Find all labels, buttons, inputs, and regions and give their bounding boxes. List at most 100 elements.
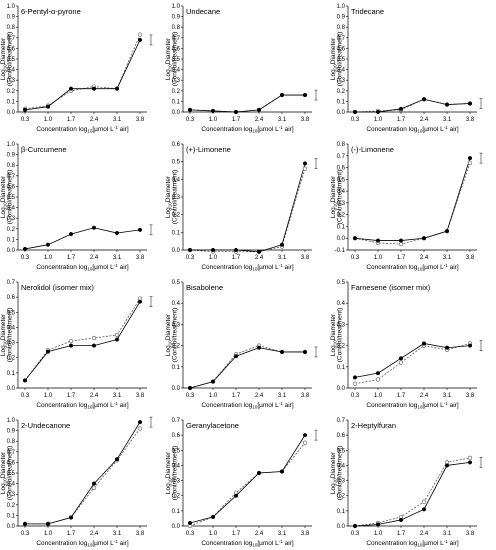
data-point <box>398 360 404 365</box>
data-point <box>256 470 262 476</box>
x-tick-label: 1.7 <box>232 255 241 261</box>
x-tick-label: 0.3 <box>186 117 195 123</box>
data-point <box>398 517 404 522</box>
y-tick-label: 0.2 <box>172 344 181 350</box>
x-tick-label: 0.3 <box>351 255 360 261</box>
x-tick-label: 3.1 <box>113 531 122 537</box>
x-tick-label: 2.4 <box>255 393 264 399</box>
data-point <box>114 457 120 462</box>
x-tick-label: 1.7 <box>67 255 76 261</box>
x-tick-label: 1.7 <box>67 393 76 399</box>
data-point <box>375 522 381 527</box>
data-point <box>187 385 193 391</box>
chart-panel: 0.0 0.1 0.2 0.3 0.4 0.5 0.6 0.7 0.8 0.9 1.0 0.3 1.0 1… <box>0 142 153 272</box>
x-tick-label: 2.4 <box>90 393 99 399</box>
y-tick-label: 0.3 <box>7 216 16 222</box>
x-axis-label: Concentration log10[µmol L-1 air] <box>201 263 293 272</box>
y-tick-label: 0.1 <box>172 99 181 105</box>
x-tick-label: 1.0 <box>374 393 383 399</box>
y-tick-label: 0.5 <box>7 195 16 201</box>
data-point <box>352 523 358 529</box>
axis-lines <box>347 420 477 527</box>
data-point <box>398 356 404 361</box>
data-point <box>467 156 473 161</box>
data-point <box>256 345 262 350</box>
chart-title: 2-Undecanone <box>21 421 70 430</box>
data-point <box>279 349 285 355</box>
y-tick-label: 0.5 <box>172 448 181 454</box>
data-point <box>398 242 404 247</box>
y-tick-label: 0.5 <box>7 57 16 63</box>
y-tick-label: 1.0 <box>7 418 16 424</box>
data-point <box>444 463 450 468</box>
chart-title: Geranylacetone <box>186 421 239 430</box>
y-tick-label: 0.3 <box>337 322 346 328</box>
x-tick-label: 3.1 <box>443 117 452 123</box>
data-point <box>187 107 193 112</box>
y-tick-label: 0.3 <box>337 78 346 84</box>
series-line <box>354 343 471 378</box>
data-point <box>398 106 404 111</box>
data-point <box>421 341 427 346</box>
y-tick-label: 0.8 <box>7 163 16 169</box>
y-tick-label: 0.0 <box>337 386 346 392</box>
y-tick-label: 0.2 <box>337 89 346 95</box>
data-point <box>302 92 308 98</box>
data-point <box>467 343 473 348</box>
y-tick-label: 0.7 <box>7 174 16 180</box>
data-point <box>444 229 450 234</box>
x-tick-label: 2.4 <box>255 531 264 537</box>
data-point <box>210 379 216 384</box>
data-point <box>279 469 285 474</box>
data-point <box>210 108 216 113</box>
y-tick-label: 0.7 <box>337 154 346 160</box>
x-axis-label: Concentration log10[µmol L-1 air] <box>36 401 128 410</box>
y-tick-label: 0.0 <box>7 248 16 254</box>
data-point <box>352 236 358 241</box>
data-point <box>91 335 97 341</box>
y-tick-label: 0.0 <box>172 524 181 530</box>
chart-title: Nerolidol (isomer mix) <box>21 283 94 292</box>
data-point <box>421 507 427 512</box>
y-tick-label: 0.1 <box>172 509 181 515</box>
y-tick-label: 0.5 <box>337 177 346 183</box>
data-point <box>233 109 239 115</box>
y-tick-label: 0.2 <box>7 503 16 509</box>
data-point <box>91 485 97 490</box>
y-axis-label: Log10Diameter <box>330 313 338 356</box>
y-tick-label: 0.1 <box>337 99 346 105</box>
axis-lines <box>182 420 312 527</box>
y-tick-label: 1.0 <box>7 142 16 148</box>
y-tick-label: 1.0 <box>337 4 346 10</box>
y-tick-label: 0.5 <box>172 160 181 166</box>
chart-panel: 0.0 0.1 0.2 0.3 0.4 0.5 0.6 0.7 0.3 1.0 1.7 2.4 3.1 3… <box>165 418 318 548</box>
x-tick-label: 3.1 <box>278 255 287 261</box>
data-point <box>210 247 216 253</box>
y-tick-label: 0.4 <box>172 301 181 307</box>
y-tick-label: 0.2 <box>7 89 16 95</box>
x-tick-label: 3.1 <box>278 117 287 123</box>
data-point <box>444 345 450 350</box>
y-tick-label: 0.8 <box>337 142 346 148</box>
y-tick-label: 0.2 <box>7 356 16 362</box>
series-line <box>354 343 471 385</box>
data-point <box>137 299 143 304</box>
data-point <box>256 107 262 112</box>
x-tick-label: 1.0 <box>44 255 53 261</box>
y-tick-label: 0.5 <box>337 280 346 286</box>
y-tick-label: 0.9 <box>7 15 16 21</box>
data-point <box>22 246 28 251</box>
y-axis-label: Log10Diameter <box>165 451 173 494</box>
x-axis-label: Concentration log10[µmol L-1 air] <box>366 263 458 272</box>
x-tick-label: 0.3 <box>21 393 30 399</box>
data-point <box>22 378 28 383</box>
x-axis-label: Concentration log10[µmol L-1 air] <box>36 539 128 548</box>
y-axis-label-line2: (Control/treatment) <box>337 170 344 225</box>
chart-title: (-)-Limonene <box>351 145 394 154</box>
y-tick-label: 0.2 <box>172 89 181 95</box>
y-tick-label: 0.0 <box>7 524 16 530</box>
axis-lines <box>17 420 147 527</box>
y-tick-label: 0.1 <box>7 513 16 519</box>
y-axis-label-line2: (Control/treatment) <box>7 308 14 363</box>
